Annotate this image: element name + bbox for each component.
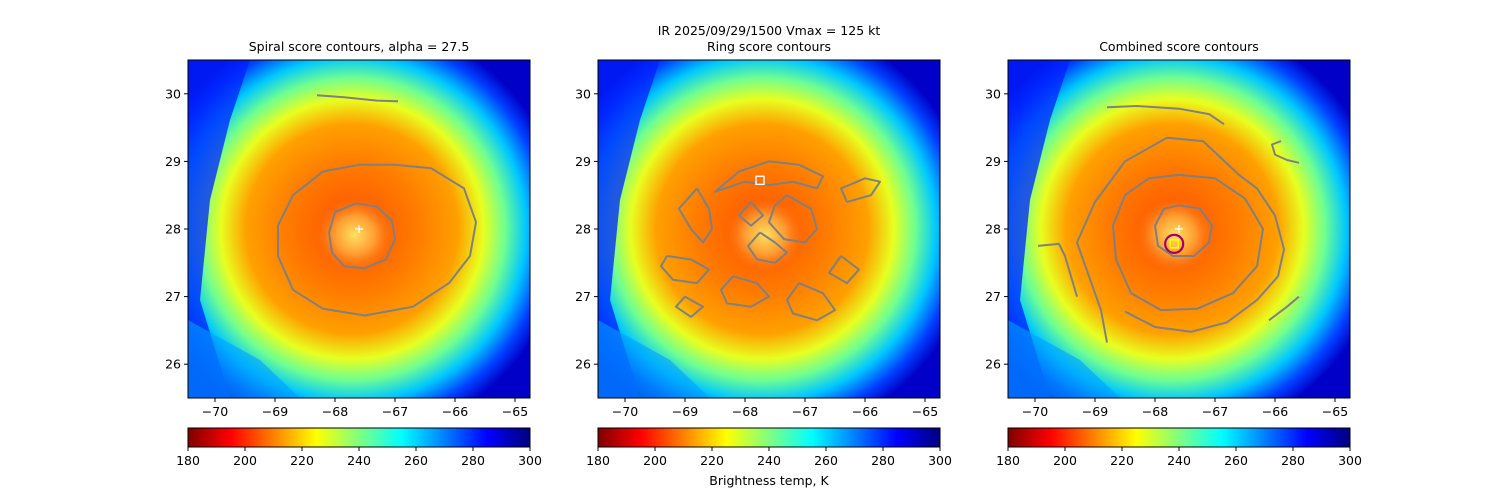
x-tick-label: −65 [1322, 404, 1348, 419]
contour-line [1268, 295, 1300, 322]
contour-line [1112, 173, 1264, 312]
contour-line [768, 194, 818, 244]
y-tick-label: 29 [575, 154, 591, 169]
x-tick-label: −66 [442, 404, 468, 419]
x-tick-label: −67 [792, 404, 818, 419]
contour-line [1037, 242, 1078, 297]
colorbar-tick-label: 240 [1167, 453, 1191, 468]
contour-line [1154, 204, 1213, 257]
colorbar-tick-label: 260 [1224, 453, 1248, 468]
colorbar-tick-label: 280 [461, 453, 485, 468]
contour-line [660, 255, 710, 285]
colorbar-label: Brightness temp, K [709, 473, 829, 488]
y-tick-label: 26 [985, 357, 1001, 372]
contour-line [678, 187, 713, 244]
colorbar-tick-label: 260 [404, 453, 428, 468]
contour-line [738, 201, 764, 227]
y-tick-label: 30 [985, 86, 1001, 101]
colorbar-tick-label: 200 [643, 453, 667, 468]
colorbar: 180 200 220 240 260 280 300 [996, 427, 1362, 468]
colorbar-tick-label: 200 [233, 453, 257, 468]
contour-line [840, 177, 881, 203]
x-tick-label: −67 [382, 404, 408, 419]
contour-line [1271, 140, 1300, 164]
x-tick-label: −69 [672, 404, 698, 419]
y-tick-label: 26 [165, 357, 181, 372]
center-plus-marker [1175, 225, 1183, 233]
panel-ring: Ring score contours −70 −69 −68 −67 −66 −65 2… [575, 39, 952, 488]
colorbar: 180 200 220 240 260 280 300 [176, 427, 542, 468]
y-tick-label: 28 [575, 222, 591, 237]
center-circle-marker [1164, 233, 1185, 254]
x-tick-label: −70 [1022, 404, 1048, 419]
panel-title: Combined score contours [1099, 39, 1259, 54]
x-tick-label: −70 [202, 404, 228, 419]
x-tick-label: −68 [732, 404, 758, 419]
contour-line [747, 231, 788, 264]
x-tick-label: −68 [322, 404, 348, 419]
center-square-marker [755, 175, 765, 186]
y-tick-label: 29 [165, 154, 181, 169]
contour-line [714, 160, 824, 193]
center-square-marker [1169, 239, 1179, 249]
contour-line [277, 163, 477, 317]
colorbar-tick-label: 220 [290, 453, 314, 468]
x-tick-label: −65 [912, 404, 938, 419]
contour-line [1076, 136, 1285, 343]
heatmap-area [188, 60, 530, 398]
heatmap-area [598, 60, 940, 398]
colorbar-tick-label: 240 [757, 453, 781, 468]
colorbar-tick-label: 200 [1053, 453, 1077, 468]
colorbar-tick-label: 240 [347, 453, 371, 468]
x-tick-label: −69 [1082, 404, 1108, 419]
colorbar-tick-label: 300 [518, 453, 542, 468]
contour-line [786, 282, 836, 322]
contour-line [1106, 105, 1225, 126]
colorbar-tick-label: 220 [700, 453, 724, 468]
colorbar-tick-label: 180 [996, 453, 1020, 468]
y-tick-label: 27 [575, 289, 591, 304]
colorbar-tick-label: 300 [1338, 453, 1362, 468]
figure-suptitle: IR 2025/09/29/1500 Vmax = 125 kt [658, 23, 881, 38]
y-tick-label: 27 [165, 289, 181, 304]
panel-spiral: Spiral score contours, alpha = 27.5 −70 −… [165, 39, 542, 468]
colorbar-tick-label: 260 [814, 453, 838, 468]
x-tick-label: −68 [1142, 404, 1168, 419]
contour-line [828, 255, 860, 285]
y-tick-label: 30 [575, 86, 591, 101]
x-tick-label: −70 [612, 404, 638, 419]
contour-line [720, 275, 770, 308]
contour-line [328, 202, 396, 270]
y-tick-label: 27 [985, 289, 1001, 304]
x-tick-label: −65 [502, 404, 528, 419]
y-tick-label: 26 [575, 357, 591, 372]
y-tick-label: 28 [165, 222, 181, 237]
colorbar-tick-label: 180 [586, 453, 610, 468]
colorbar-tick-label: 300 [928, 453, 952, 468]
colorbar-tick-label: 280 [871, 453, 895, 468]
contour-line [675, 295, 704, 318]
x-tick-label: −66 [1262, 404, 1288, 419]
panel-combined: Combined score contours −70 −69 −68 −67 −66 −… [985, 39, 1362, 468]
colorbar-tick-label: 220 [1110, 453, 1134, 468]
y-tick-label: 29 [985, 154, 1001, 169]
center-plus-marker [355, 225, 363, 233]
y-tick-label: 28 [985, 222, 1001, 237]
colorbar: 180 200 220 240 260 280 300 [586, 427, 952, 468]
colorbar-tick-label: 280 [1281, 453, 1305, 468]
x-tick-label: −66 [852, 404, 878, 419]
panel-title: Ring score contours [707, 39, 831, 54]
panel-title: Spiral score contours, alpha = 27.5 [249, 39, 470, 54]
contour-line [316, 94, 399, 103]
x-tick-label: −69 [262, 404, 288, 419]
y-tick-label: 30 [165, 86, 181, 101]
colorbar-tick-label: 180 [176, 453, 200, 468]
x-tick-label: −67 [1202, 404, 1228, 419]
